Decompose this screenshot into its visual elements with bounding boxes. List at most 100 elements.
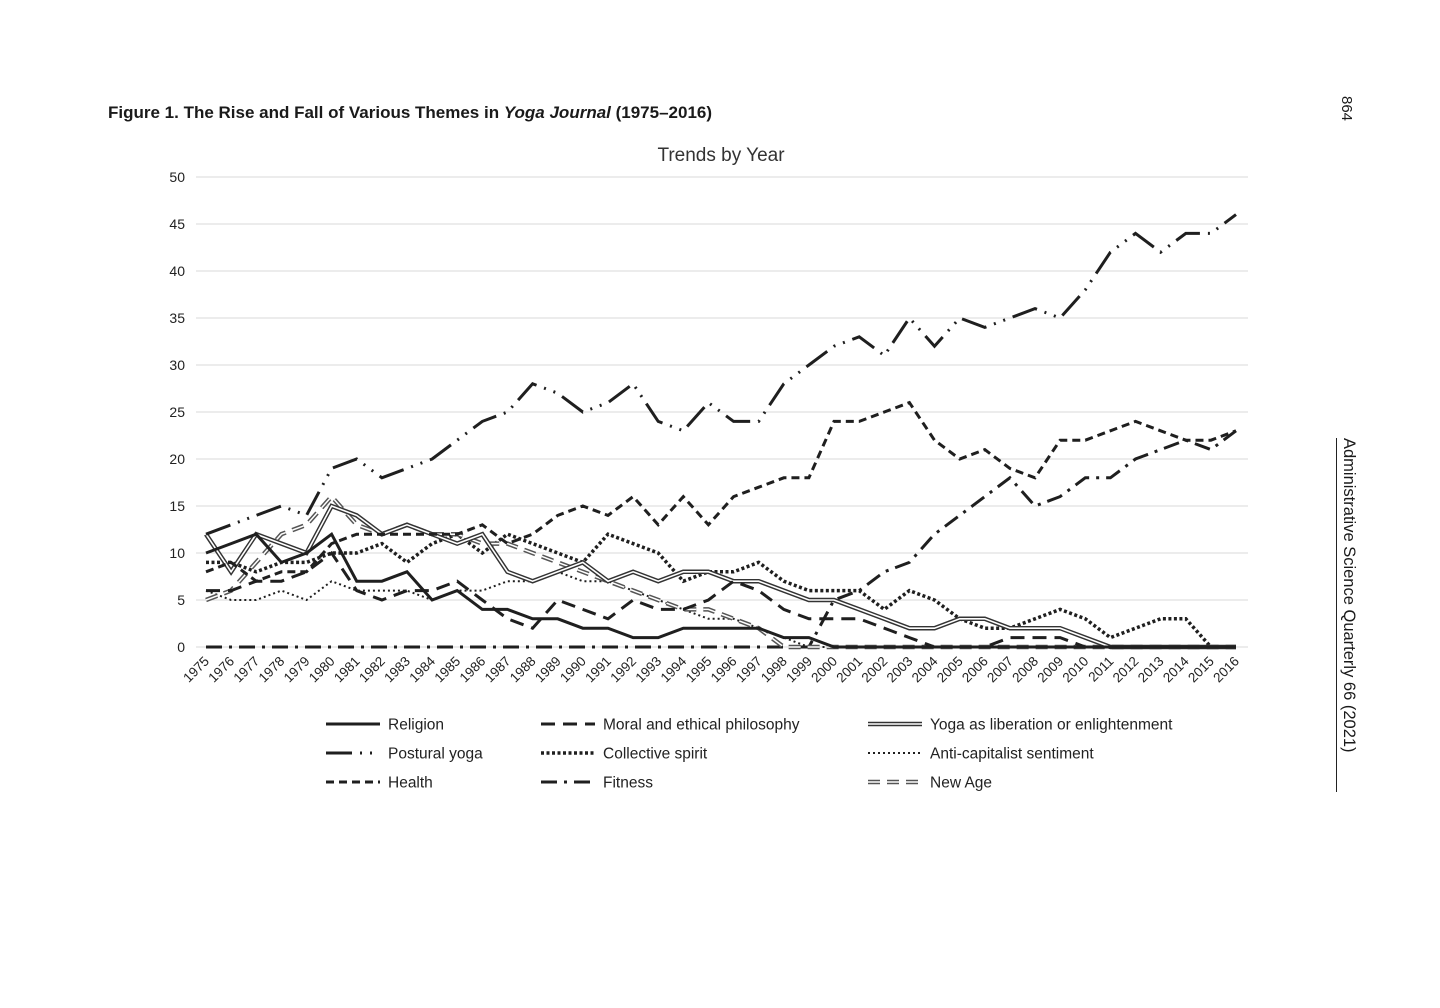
legend-label: Health (388, 775, 433, 792)
x-tick-label: 2014 (1160, 653, 1192, 685)
x-tick-label: 1990 (557, 654, 589, 686)
data-point-moral-and-ethical-philosophy (1009, 637, 1010, 638)
y-tick-label: 5 (177, 592, 185, 608)
y-tick-label: 40 (169, 263, 185, 279)
x-tick-label: 1979 (281, 654, 313, 686)
data-point-new-age (482, 543, 483, 544)
data-point-collective-spirit (884, 609, 885, 610)
y-tick-label: 35 (169, 310, 185, 326)
data-point-postural-yoga (557, 393, 558, 394)
caption-journal-title: Yoga Journal (503, 103, 611, 122)
x-tick-label: 2008 (1009, 654, 1041, 686)
caption-suffix: (1975–2016) (610, 103, 713, 122)
data-point-moral-and-ethical-philosophy (432, 590, 433, 591)
caption-prefix: Figure 1. The Rise and Fall of Various T… (108, 103, 504, 122)
data-point-anti-capitalist-sentiment (381, 590, 382, 591)
data-point-collective-spirit (532, 543, 533, 544)
data-point-fitness (1210, 449, 1211, 450)
x-tick-label: 2009 (1034, 654, 1066, 686)
x-tick-label: 1989 (532, 654, 564, 686)
y-tick-label: 10 (169, 545, 185, 561)
legend-label: Yoga as liberation or enlightenment (930, 717, 1173, 734)
x-tick-label: 1981 (331, 654, 363, 686)
data-point-anti-capitalist-sentiment (281, 590, 282, 591)
y-tick-label: 25 (169, 404, 185, 420)
data-point-collective-spirit (1135, 628, 1136, 629)
series-line-postural-yoga (205, 213, 1237, 536)
series-line-yoga-as-liberation-or-enlightenment (204, 503, 1236, 650)
x-tick-label: 1992 (607, 654, 639, 686)
y-tick-label: 0 (177, 639, 185, 655)
legend-label: Postural yoga (388, 746, 483, 763)
x-tick-label: 1984 (406, 653, 438, 685)
legend-item-health: Health (326, 775, 433, 792)
y-tick-label: 15 (169, 498, 185, 514)
x-tick-label: 1999 (783, 654, 815, 686)
legend-item-religion: Religion (326, 717, 444, 734)
data-point-health (532, 534, 533, 535)
x-tick-label: 2004 (909, 653, 941, 685)
data-point-postural-yoga (231, 524, 232, 525)
data-point-collective-spirit (1110, 637, 1111, 638)
x-tick-label: 1994 (658, 653, 690, 685)
gridlines (196, 176, 1248, 648)
data-point-fitness (1160, 449, 1161, 450)
data-point-fitness (959, 515, 960, 516)
data-point-postural-yoga (708, 402, 709, 403)
x-tick-label: 1977 (231, 654, 263, 686)
journal-running-head: Administrative Science Quarterly 66 (202… (1336, 438, 1358, 792)
legend-item-moral-and-ethical-philosophy: Moral and ethical philosophy (541, 717, 800, 734)
data-point-postural-yoga (633, 383, 634, 384)
chart-title: Trends by Year (657, 145, 785, 166)
legend-label: Religion (388, 717, 444, 734)
x-tick-label: 2011 (1085, 654, 1116, 685)
data-point-fitness (884, 571, 885, 572)
legend-item-anti-capitalist-sentiment: Anti-capitalist sentiment (868, 746, 1094, 763)
x-tick-label: 1978 (256, 654, 288, 686)
data-point-moral-and-ethical-philosophy (507, 618, 508, 619)
x-tick-label: 1998 (758, 654, 790, 686)
data-point-postural-yoga (331, 468, 332, 469)
data-point-collective-spirit (808, 590, 809, 591)
data-point-collective-spirit (306, 562, 307, 563)
x-tick-label: 2010 (1060, 654, 1092, 686)
x-tick-label: 2000 (808, 654, 840, 686)
data-point-postural-yoga (607, 402, 608, 403)
x-tick-label: 1993 (632, 654, 664, 686)
x-tick-label: 2003 (884, 654, 916, 686)
legend-label: Moral and ethical philosophy (603, 717, 800, 734)
legend-item-postural-yoga: Postural yoga (326, 746, 483, 763)
series-line-health (205, 400, 1237, 583)
x-tick-label: 1983 (381, 654, 413, 686)
x-tick-label: 1996 (708, 654, 740, 686)
x-tick-label: 2002 (859, 654, 891, 686)
x-tick-label: 2006 (959, 654, 991, 686)
y-tick-label: 45 (169, 216, 185, 232)
page-number: 864 (1338, 96, 1355, 122)
data-point-moral-and-ethical-philosophy (859, 618, 860, 619)
x-tick-label: 1988 (507, 654, 539, 686)
y-tick-label: 30 (169, 357, 185, 373)
x-tick-label: 2001 (833, 654, 865, 686)
x-tick-label: 1980 (306, 654, 338, 686)
data-point-new-age (306, 524, 307, 525)
legend-item-yoga-as-liberation-or-enlightenment: Yoga as liberation or enlightenment (868, 717, 1173, 734)
x-tick-label: 2005 (934, 654, 966, 686)
data-point-moral-and-ethical-philosophy (833, 618, 834, 619)
legend-label: Collective spirit (603, 746, 708, 763)
x-tick-label: 1985 (431, 654, 463, 686)
series-line-moral-and-ethical-philosophy (206, 550, 1236, 649)
x-tick-label: 2012 (1110, 654, 1142, 686)
x-tick-label: 1995 (683, 654, 715, 686)
x-tick-label: 1986 (457, 654, 489, 686)
data-point-postural-yoga (306, 515, 307, 516)
x-tick-label: 2016 (1210, 654, 1242, 686)
y-axis-ticks: 0 5 10 15 20 25 30 35 40 45 50 (169, 169, 185, 655)
series-line-collective-spirit (206, 532, 1236, 649)
data-point-health (633, 496, 634, 497)
data-point-new-age (356, 524, 357, 525)
data-point-postural-yoga (683, 430, 684, 431)
x-tick-label: 1991 (582, 654, 614, 686)
legend-item-new-age: New Age (868, 775, 992, 792)
